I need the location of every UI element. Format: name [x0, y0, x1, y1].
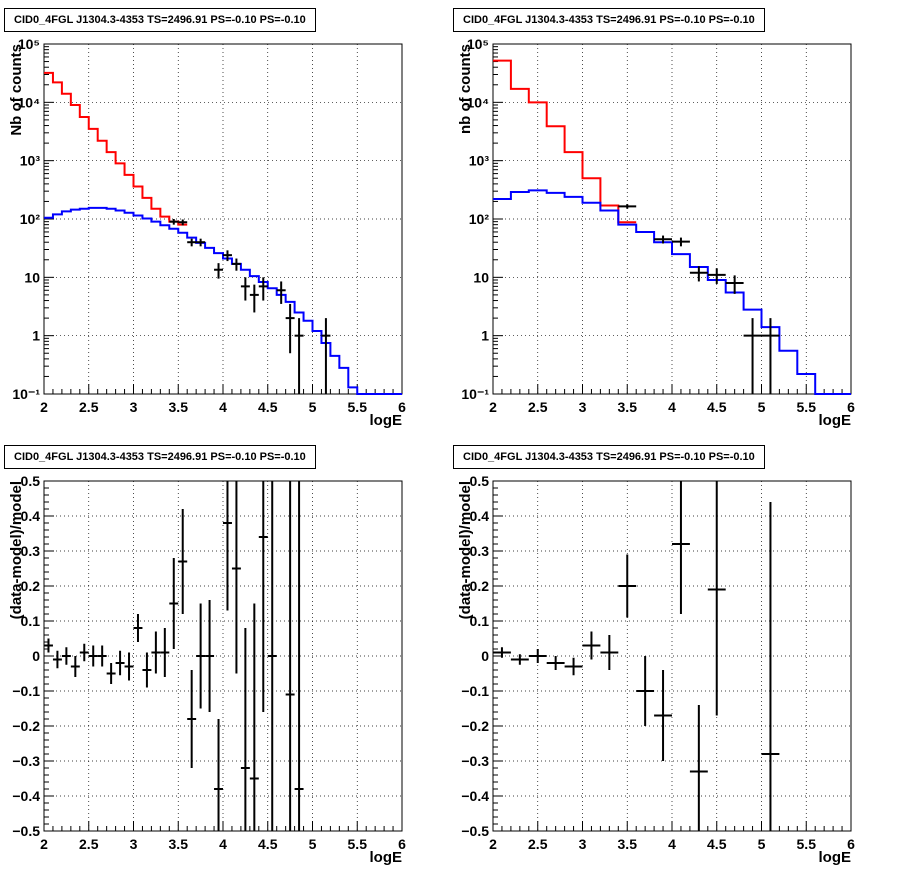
x-axis-label: logE [370, 412, 403, 429]
panel-top-right: CID0_4FGL J1304.3-4353 TS=2496.91 PS=-0.… [449, 0, 898, 437]
y-tick-label: 1 [481, 328, 489, 344]
x-tick-label: 3.5 [618, 836, 638, 852]
y-tick-label: −0.1 [461, 683, 489, 699]
y-tick-label: 10 [473, 269, 489, 285]
x-tick-label: 4 [668, 399, 676, 415]
x-tick-label: 2.5 [79, 836, 99, 852]
x-tick-label: 6 [398, 399, 406, 415]
x-tick-label: 2 [489, 399, 497, 415]
x-tick-label: 3.5 [618, 399, 638, 415]
y-axis-label: (data-model)/model [457, 481, 474, 619]
y-tick-label: −0.2 [461, 718, 489, 734]
x-tick-label: 2 [40, 399, 48, 415]
y-tick-label: −0.1 [12, 683, 40, 699]
x-tick-label: 2 [40, 836, 48, 852]
x-axis-label: logE [370, 849, 403, 866]
x-tick-label: 5.5 [348, 836, 368, 852]
y-tick-label: 0 [32, 648, 40, 664]
x-tick-label: 5.5 [348, 399, 368, 415]
model-component-line [44, 206, 402, 395]
y-tick-label: 10⁵ [18, 36, 40, 52]
y-tick-label: 10² [469, 211, 490, 227]
panel-top-left: CID0_4FGL J1304.3-4353 TS=2496.91 PS=-0.… [0, 0, 449, 437]
x-tick-label: 4 [668, 836, 676, 852]
y-tick-label: 10³ [469, 153, 490, 169]
x-tick-label: 6 [847, 399, 855, 415]
plot-canvas: 2 2.5 3 3.5 4 4.5 5 5.5 6 −0.5 −0.4 −0.3 −0.2 −0.1 0 0.… [457, 473, 855, 866]
x-tick-label: 4.5 [258, 836, 278, 852]
x-tick-label: 2 [489, 836, 497, 852]
x-tick-label: 4.5 [707, 399, 727, 415]
y-tick-label: 10⁵ [467, 36, 489, 52]
y-tick-label: 0.2 [21, 578, 41, 594]
y-axis-label: Nb of counts [8, 44, 25, 136]
y-tick-label: 10² [20, 211, 41, 227]
y-tick-label: 0.5 [470, 473, 490, 489]
y-tick-label: 0.3 [470, 543, 490, 559]
y-tick-label: 0.4 [470, 508, 490, 524]
y-tick-label: 0.1 [470, 613, 490, 629]
y-tick-label: 10⁻¹ [12, 386, 40, 402]
y-tick-label: 0.4 [21, 508, 41, 524]
x-tick-label: 3 [579, 399, 587, 415]
y-tick-label: 0.2 [470, 578, 490, 594]
x-tick-label: 3.5 [169, 399, 189, 415]
x-tick-label: 5.5 [797, 836, 817, 852]
x-tick-label: 6 [398, 836, 406, 852]
y-tick-label: 10³ [20, 153, 41, 169]
x-tick-label: 3.5 [169, 836, 189, 852]
y-axis-label: nb of counts [457, 44, 474, 134]
y-tick-label: −0.3 [461, 753, 489, 769]
x-tick-label: 5 [309, 399, 317, 415]
x-tick-label: 4 [219, 399, 227, 415]
y-tick-label: −0.4 [12, 788, 40, 804]
y-tick-label: 10⁴ [18, 94, 41, 110]
y-tick-label: 10⁻¹ [461, 386, 489, 402]
plot-canvas: 2 2.5 3 3.5 4 4.5 5 5.5 6 −0.5 −0.4 −0.3 −0.2 −0.1 0 0.… [8, 473, 406, 866]
plot-canvas: 2 2.5 3 3.5 4 4.5 5 5.5 6 10⁻¹ 1 10 10² 10³ 10⁴ 10⁵ logE… [8, 36, 406, 429]
x-tick-label: 2.5 [528, 836, 548, 852]
x-tick-label: 5 [309, 836, 317, 852]
y-tick-label: 0.1 [21, 613, 41, 629]
x-axis-label: logE [819, 412, 852, 429]
y-tick-label: −0.2 [12, 718, 40, 734]
x-tick-label: 5 [758, 836, 766, 852]
panel-bottom-right: CID0_4FGL J1304.3-4353 TS=2496.91 PS=-0.… [449, 437, 898, 875]
plot-title: CID0_4FGL J1304.3-4353 TS=2496.91 PS=-0.… [453, 445, 765, 469]
plot-title: CID0_4FGL J1304.3-4353 TS=2496.91 PS=-0.… [4, 8, 316, 32]
plot-canvas: 2 2.5 3 3.5 4 4.5 5 5.5 6 10⁻¹ 1 10 10² 10³ 10⁴ 10⁵ logE… [457, 36, 855, 429]
model-total-line [493, 59, 637, 224]
y-tick-label: 0.5 [21, 473, 41, 489]
x-tick-label: 5 [758, 399, 766, 415]
y-tick-label: −0.5 [12, 823, 40, 839]
x-tick-label: 6 [847, 836, 855, 852]
x-tick-label: 4 [219, 836, 227, 852]
y-tick-label: 10 [24, 269, 40, 285]
x-tick-label: 2.5 [79, 399, 99, 415]
panel-bottom-left: CID0_4FGL J1304.3-4353 TS=2496.91 PS=-0.… [0, 437, 449, 875]
x-tick-label: 4.5 [258, 399, 278, 415]
y-tick-label: 10⁴ [467, 94, 490, 110]
plot-title: CID0_4FGL J1304.3-4353 TS=2496.91 PS=-0.… [4, 445, 316, 469]
x-tick-label: 5.5 [797, 399, 817, 415]
y-tick-label: −0.5 [461, 823, 489, 839]
x-tick-label: 3 [130, 399, 138, 415]
x-tick-label: 3 [130, 836, 138, 852]
model-total-line [44, 71, 188, 226]
y-tick-label: 0 [481, 648, 489, 664]
x-tick-label: 2.5 [528, 399, 548, 415]
x-axis-label: logE [819, 849, 852, 866]
y-tick-label: −0.4 [461, 788, 489, 804]
y-axis-label: (data-model)/model [8, 481, 25, 619]
x-tick-label: 4.5 [707, 836, 727, 852]
y-tick-label: −0.3 [12, 753, 40, 769]
plot-title: CID0_4FGL J1304.3-4353 TS=2496.91 PS=-0.… [453, 8, 765, 32]
x-tick-label: 3 [579, 836, 587, 852]
y-tick-label: 1 [32, 328, 40, 344]
y-tick-label: 0.3 [21, 543, 41, 559]
